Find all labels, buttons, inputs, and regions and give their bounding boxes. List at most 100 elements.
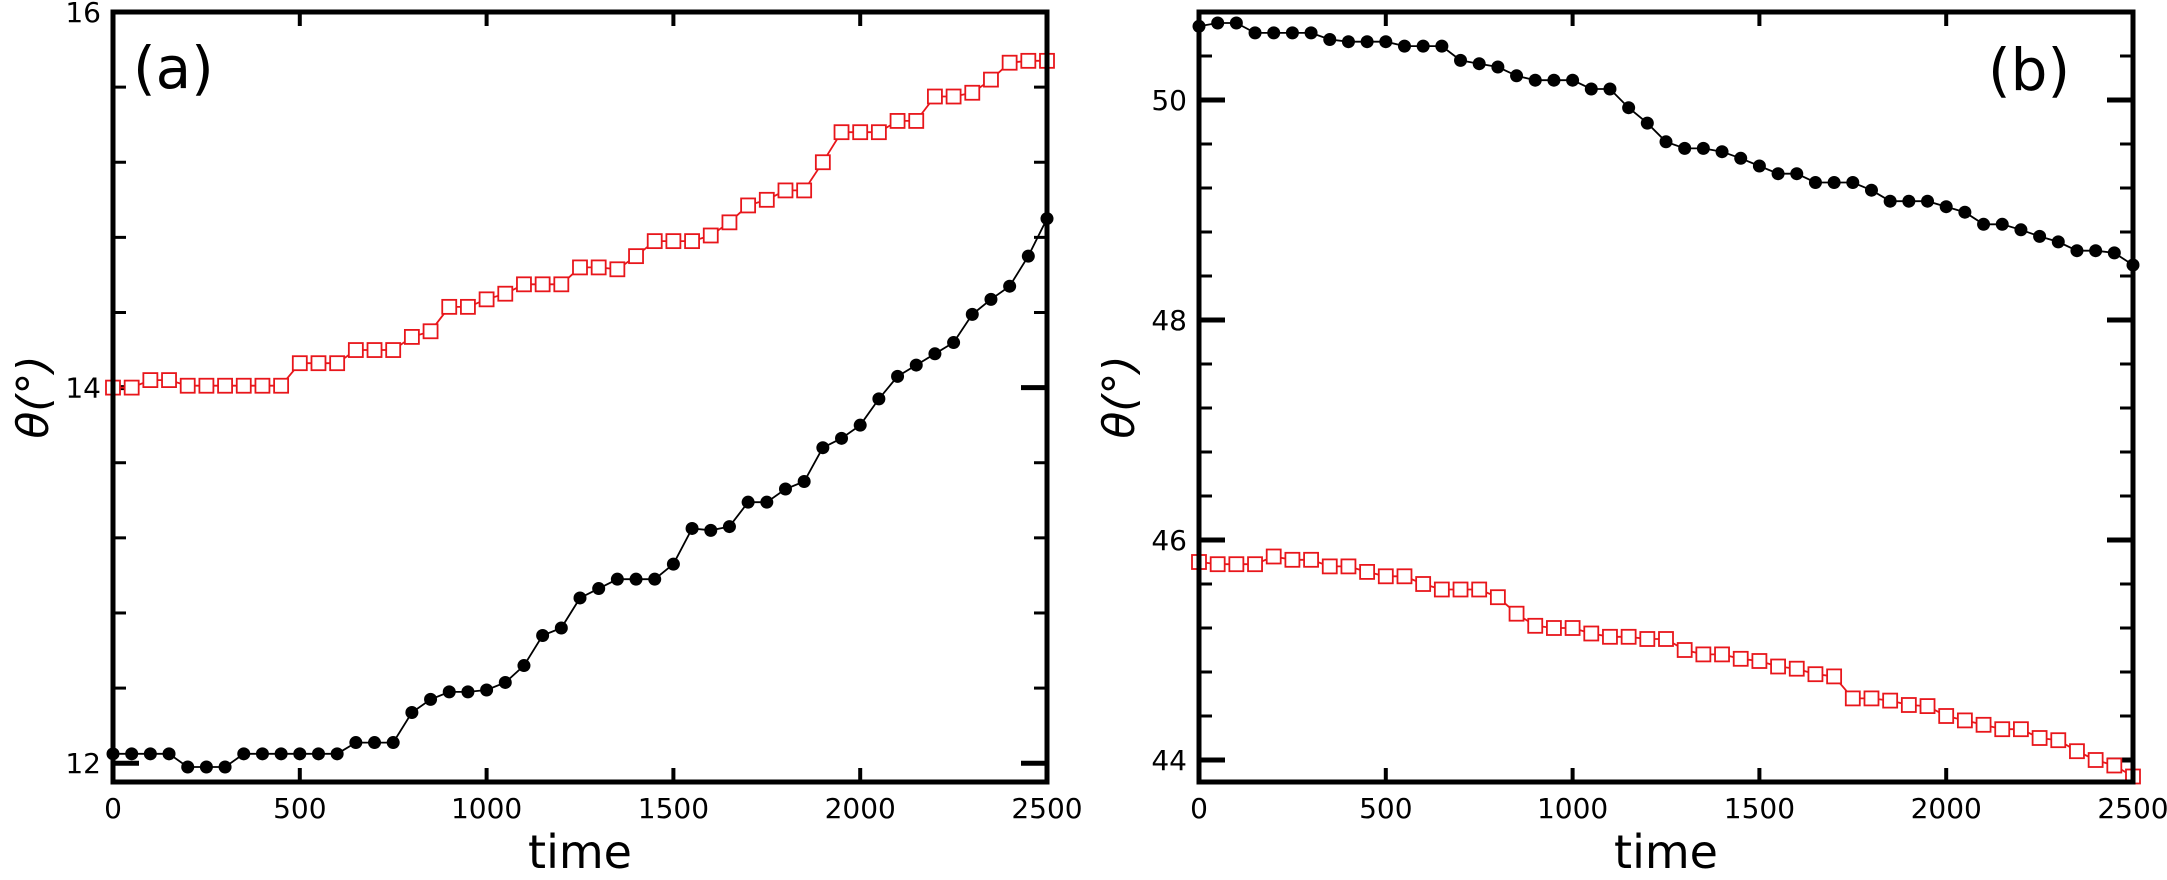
panel-b-point-red bbox=[1489, 589, 1506, 606]
panel-b-frame bbox=[1196, 9, 2136, 785]
panel-a-point-black bbox=[461, 685, 475, 699]
panel-a-xtick-label: 1000 bbox=[451, 792, 522, 825]
panel-a-ytick-label: 14 bbox=[65, 372, 101, 405]
panel-b-point-black bbox=[1267, 26, 1281, 40]
panel-b-point-red bbox=[1975, 716, 1992, 733]
panel-a-point-black bbox=[629, 572, 643, 586]
panel-b-label: (b) bbox=[1988, 36, 2070, 104]
panel-a-point-black bbox=[442, 685, 456, 699]
panel-a-point-red bbox=[758, 191, 775, 208]
panel-a-frame bbox=[110, 9, 1050, 785]
panel-a-xtick-label: 500 bbox=[273, 792, 326, 825]
panel-b-point-black bbox=[1416, 39, 1430, 53]
panel-b-point-black bbox=[1285, 26, 1299, 40]
panel-b-point-black bbox=[1827, 176, 1841, 189]
panel-a-point-red bbox=[927, 88, 943, 105]
panel-a-point-red bbox=[964, 84, 981, 101]
panel-b-xtick-label: 0 bbox=[1190, 792, 1208, 825]
panel-a-series bbox=[105, 52, 1055, 774]
panel-b-point-black bbox=[1491, 60, 1505, 74]
panel-a-point-black bbox=[237, 747, 251, 761]
panel-b-xtick-label: 1500 bbox=[1724, 792, 1795, 825]
panel-a-point-black bbox=[722, 520, 736, 534]
panel-b-point-black bbox=[1883, 194, 1897, 208]
panel-b-point-red bbox=[1284, 551, 1301, 568]
panel-b-point-black bbox=[1379, 35, 1393, 49]
panel-b-point-red bbox=[1527, 617, 1544, 634]
panel-a-xtick-label: 0 bbox=[104, 792, 122, 825]
panel-a-point-black bbox=[592, 582, 606, 596]
panel-a-point-black bbox=[872, 392, 886, 406]
panel-b-point-red bbox=[1676, 642, 1693, 658]
panel-b-point-black bbox=[1771, 167, 1785, 181]
panel-b-point-red bbox=[1639, 631, 1656, 647]
panel-b-point-black bbox=[2070, 244, 2084, 258]
panel-b-point-red bbox=[2050, 732, 2067, 749]
panel-a-point-red bbox=[385, 342, 402, 358]
panel-b-point-black bbox=[1977, 217, 1991, 231]
panel-a-point-red bbox=[254, 377, 271, 394]
panel-b-point-black bbox=[1995, 217, 2009, 231]
panel-a-point-red bbox=[609, 261, 626, 278]
panel-b-point-red bbox=[1863, 690, 1880, 707]
panel-a-point-red bbox=[721, 214, 738, 231]
panel-b-point-black bbox=[1921, 194, 1935, 208]
panel-a-point-red bbox=[497, 285, 514, 302]
panel-a-point-red bbox=[628, 248, 644, 265]
panel-b-point-black bbox=[1435, 39, 1449, 53]
panel-a-point-red bbox=[796, 182, 813, 199]
panel-a-point-black bbox=[517, 659, 531, 673]
panel-b-xtick-label: 2000 bbox=[1911, 792, 1982, 825]
panel-a-point-red bbox=[572, 259, 588, 276]
panel-b-point-red bbox=[2106, 757, 2123, 774]
panel-a-point-black bbox=[1003, 279, 1017, 293]
panel-a-ytick-label: 12 bbox=[65, 747, 101, 780]
panel-b-point-black bbox=[1510, 69, 1524, 83]
panel-a-point-red bbox=[161, 372, 177, 388]
panel-a-point-red bbox=[983, 71, 999, 88]
panel-b-point-red bbox=[1807, 666, 1824, 683]
panel-b-ytick-label: 44 bbox=[1151, 744, 1187, 777]
panel-a-point-red bbox=[217, 377, 233, 394]
panel-b-point-black bbox=[1939, 200, 1953, 214]
panel-b-point-red bbox=[1508, 605, 1525, 622]
panel-b-point-black bbox=[1454, 53, 1468, 67]
panel-a-point-red bbox=[740, 197, 757, 214]
panel-a-point-black bbox=[368, 736, 382, 750]
panel-a-point-red bbox=[534, 276, 551, 293]
panel-a-point-red bbox=[273, 377, 290, 394]
panel-b-ytick-label: 48 bbox=[1151, 304, 1187, 337]
panel-b-point-red bbox=[1695, 646, 1712, 663]
panel-b-point-black bbox=[1752, 159, 1766, 173]
panel-b-point-red bbox=[1433, 581, 1450, 598]
panel-a-point-red bbox=[291, 355, 308, 372]
panel-b-point-red bbox=[1359, 564, 1376, 580]
panel-b-point-black bbox=[1734, 151, 1748, 165]
panel-b-point-red bbox=[1844, 690, 1861, 707]
panel-a-point-black bbox=[143, 747, 157, 761]
panel-b-point-black bbox=[1211, 16, 1225, 30]
panel-b-point-red bbox=[1396, 568, 1413, 585]
panel-a-point-black bbox=[125, 747, 139, 761]
panel-a-ylabel: θ(°) bbox=[8, 355, 59, 438]
panel-b-point-black bbox=[1304, 26, 1318, 40]
panel-a-xtick-label: 2000 bbox=[825, 792, 896, 825]
panel-a-point-black bbox=[199, 760, 213, 774]
panel-b-point-red bbox=[1882, 692, 1899, 709]
panel-b-point-black bbox=[1846, 176, 1860, 189]
panel-b-point-red bbox=[1826, 668, 1843, 685]
panel-b-point-black bbox=[1248, 26, 1262, 40]
panel-b-xtick-label: 2500 bbox=[2097, 792, 2167, 825]
panel-b-point-red bbox=[1247, 556, 1263, 573]
panel-a-point-black bbox=[181, 760, 195, 774]
panel-a-point-black bbox=[891, 369, 905, 383]
panel-b-point-red bbox=[1452, 581, 1469, 598]
panel-a-point-red bbox=[329, 355, 346, 372]
panel-a-point-red bbox=[777, 182, 794, 199]
panel-a-point-red bbox=[123, 379, 140, 396]
panel-b-point-red bbox=[1340, 558, 1357, 575]
panel-b-ylabel: θ(°) bbox=[1094, 355, 1145, 438]
